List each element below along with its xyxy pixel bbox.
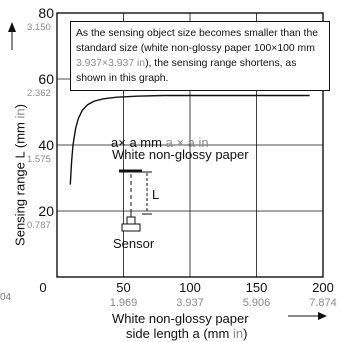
tick-labels: 0 50 1.969 100 3.937 150 5.906 200 7.874 200.787 4…: [27, 5, 337, 309]
paper-label: White non-glossy paper: [112, 147, 249, 162]
x-tick-label-in: 7.874: [309, 297, 337, 309]
stray-text: 04: [0, 292, 12, 303]
y-tick-label-mm: 40: [38, 137, 54, 153]
target-size-label: a× a mm a × a in: [111, 135, 209, 150]
x-axis-arrow: [288, 312, 327, 320]
y-tick-label-mm: 80: [38, 5, 54, 21]
y-tick-label-in: 3.150: [27, 22, 51, 33]
x-tick-label-in: 1.969: [110, 297, 138, 309]
sensor-diagram: [119, 169, 152, 232]
x-tick-label-mm: 150: [246, 280, 268, 295]
x-axis-label-line2: side length a (mm in): [126, 326, 248, 341]
annotation-note: As the sensing object size becomes small…: [70, 21, 330, 91]
series-group: [69, 94, 310, 185]
x-tick-label-mm: 100: [179, 280, 201, 295]
x-tick-label-mm: 0: [39, 280, 46, 295]
y-tick-label-in: 2.362: [27, 88, 51, 99]
sensor-label: Sensor: [113, 236, 155, 251]
y-axis-label: Sensing range L (mm in): [12, 104, 28, 246]
x-axis-label-line1: White non-glossy paper: [112, 311, 249, 326]
x-tick-label-mm: 200: [312, 280, 334, 295]
distance-label: L: [152, 187, 160, 202]
y-tick-label-in: 1.575: [27, 154, 51, 165]
y-tick-label-mm: 20: [38, 203, 54, 219]
y-axis-arrow: [8, 22, 16, 50]
x-tick-label-mm: 50: [116, 280, 130, 295]
plot-frame: [56, 12, 324, 278]
series-line: [69, 94, 310, 185]
x-tick-label-in: 5.906: [243, 297, 271, 309]
y-tick-label-in: 0.787: [27, 220, 51, 231]
axes: [56, 12, 324, 278]
x-tick-label-in: 3.937: [176, 297, 204, 309]
sensor-icon: [121, 213, 141, 232]
y-tick-label-mm: 60: [38, 71, 54, 87]
